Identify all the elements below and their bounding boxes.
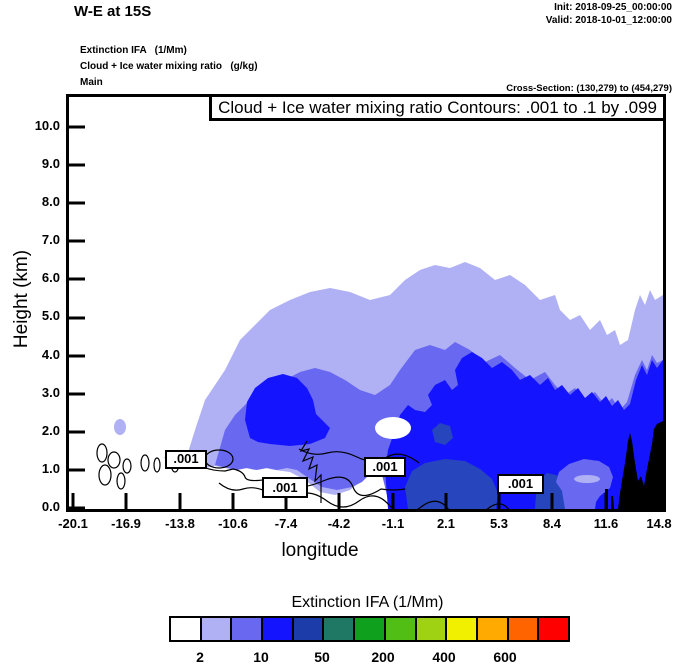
colorbar-cell xyxy=(355,618,386,640)
colorbar-tick-label: 400 xyxy=(432,649,456,665)
x-tick-label: -20.1 xyxy=(58,516,88,531)
y-tick-label: 0.0 xyxy=(41,499,60,514)
contour-label: .001 xyxy=(165,450,207,469)
plot-title-box: Cloud + Ice water mixing ratio Contours:… xyxy=(209,94,666,121)
cross-section-label: Cross-Section: (130,279) to (454,279) xyxy=(506,83,672,94)
colorbar-cell xyxy=(539,618,568,640)
fill-extinction-ge10-west-core xyxy=(245,374,330,446)
axis-ticks xyxy=(69,125,661,509)
field-label-cloud-ice: Cloud + Ice water mixing ratio (g/kg) xyxy=(80,61,258,72)
x-tick-label: -4.2 xyxy=(327,516,351,531)
x-tick-label: -16.9 xyxy=(111,516,141,531)
x-tick-label: 8.4 xyxy=(542,516,562,531)
y-tick-label: 2.0 xyxy=(41,423,60,438)
y-tick-label: 3.0 xyxy=(41,385,60,400)
x-tick-label: 11.6 xyxy=(593,516,619,531)
y-tick-label: 8.0 xyxy=(41,194,60,209)
colorbar-cell xyxy=(171,618,202,640)
colorbar-tick-label: 50 xyxy=(314,649,330,665)
fill-extinction-ge20-a xyxy=(405,459,498,509)
colorbar-cell xyxy=(232,618,264,640)
x-tick-label: 14.8 xyxy=(646,516,672,531)
y-tick-label: 1.0 xyxy=(41,461,60,476)
y-axis-title: Height (km) xyxy=(11,249,32,349)
y-tick-label: 7.0 xyxy=(41,232,60,247)
x-tick-label: -7.4 xyxy=(274,516,298,531)
x-tick-label: 5.3 xyxy=(489,516,509,531)
terrain-silhouette xyxy=(618,421,663,509)
contour-canvas xyxy=(69,125,663,509)
x-tick-label: 2.1 xyxy=(436,516,456,531)
init-timestamp: Init: 2018-09-25_00:00:00 xyxy=(554,2,672,13)
y-tick-label: 5.0 xyxy=(41,308,60,323)
x-tick-label: -1.1 xyxy=(381,516,405,531)
colorbar-cell xyxy=(201,618,233,640)
fill-extinction-mushroom xyxy=(556,459,613,509)
colorbar-cell xyxy=(477,618,509,640)
page-title: W-E at 15S xyxy=(74,3,152,20)
colorbar-tick-label: 600 xyxy=(493,649,517,665)
x-axis-title: longitude xyxy=(281,540,359,561)
valid-timestamp: Valid: 2018-10-01_12:00:00 xyxy=(545,15,672,26)
contour-label: .001 xyxy=(262,477,308,498)
fill-extinction-ge2-speck xyxy=(114,419,126,435)
colorbar-cell xyxy=(416,618,448,640)
colorbar-title: Extinction IFA (1/Mm) xyxy=(291,594,444,611)
contour-label: .001 xyxy=(364,457,406,477)
y-tick-label: 6.0 xyxy=(41,270,60,285)
y-tick-label: 4.0 xyxy=(41,347,60,362)
fill-extinction-sliver xyxy=(574,475,600,483)
x-tick-label: -10.6 xyxy=(218,516,248,531)
plot-area: Cloud + Ice water mixing ratio Contours:… xyxy=(66,94,666,512)
colorbar-cell xyxy=(263,618,294,640)
y-tick-label: 9.0 xyxy=(41,156,60,171)
colorbar-cell xyxy=(447,618,478,640)
y-tick-label: 10.0 xyxy=(34,118,60,133)
colorbar-tick-label: 2 xyxy=(196,649,204,665)
colorbar-cell xyxy=(385,618,417,640)
contour-label: .001 xyxy=(497,474,544,494)
x-tick-label: -13.8 xyxy=(165,516,195,531)
fill-clear-hole xyxy=(375,417,411,439)
fill-extinction-ge20-b xyxy=(432,423,453,445)
colorbar-cell xyxy=(324,618,356,640)
colorbar-tick-label: 200 xyxy=(371,649,395,665)
field-label-main: Main xyxy=(80,77,103,88)
colorbar-tick-label: 10 xyxy=(253,649,269,665)
field-label-extinction: Extinction IFA (1/Mm) xyxy=(80,45,187,56)
colorbar-cell xyxy=(293,618,325,640)
colorbar xyxy=(169,616,570,642)
colorbar-cell xyxy=(508,618,540,640)
